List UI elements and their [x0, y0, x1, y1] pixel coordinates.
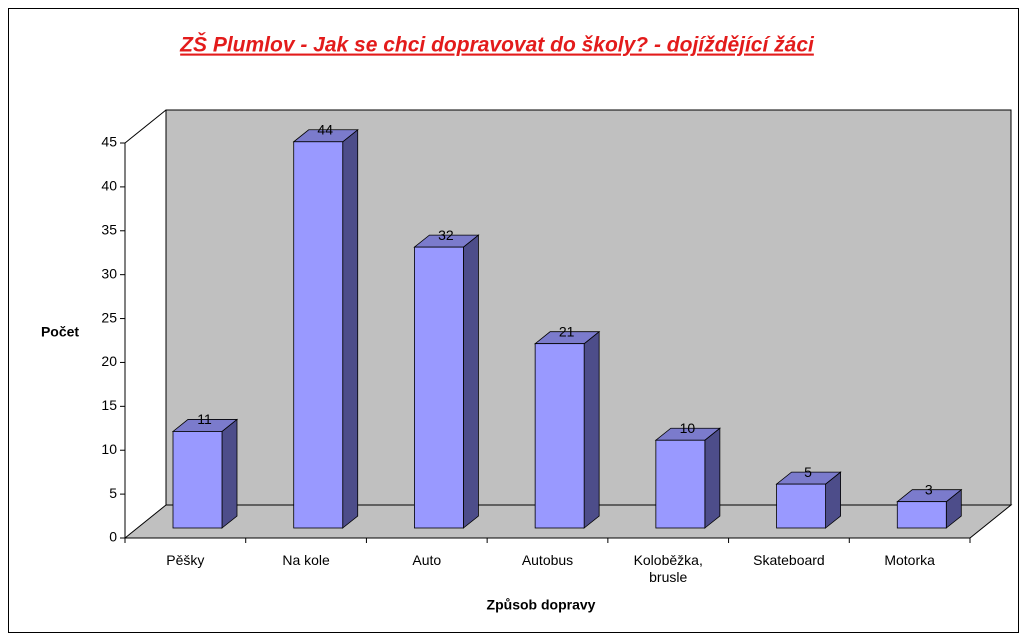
bar-side — [221, 418, 238, 529]
bar-side — [583, 330, 600, 529]
bar-side — [704, 427, 721, 529]
data-label: 32 — [438, 227, 454, 243]
y-tick-label: 40 — [101, 178, 117, 194]
bar — [172, 431, 223, 529]
x-tick-label: Na kole — [282, 552, 330, 568]
side-wall-edge — [124, 109, 167, 144]
y-tick-label: 25 — [101, 309, 117, 325]
data-label: 3 — [925, 481, 933, 497]
x-tick-label: Motorka — [884, 552, 935, 568]
bar-side — [463, 234, 479, 529]
x-tick-label: Koloběžka, brusle — [633, 552, 703, 585]
bar — [776, 483, 826, 529]
data-label: 11 — [197, 411, 212, 427]
y-tick-label: 15 — [101, 397, 117, 413]
y-tick-label: 5 — [109, 485, 117, 501]
x-axis-title: Způsob dopravy — [487, 597, 596, 613]
bar — [655, 439, 706, 529]
data-label: 21 — [559, 323, 575, 339]
data-label: 5 — [804, 464, 812, 480]
y-axis-title: Počet — [41, 324, 79, 340]
bar-side — [342, 128, 359, 529]
x-tick-label: Skateboard — [753, 552, 825, 568]
y-tick-label: 0 — [109, 529, 117, 545]
y-tick-label: 10 — [101, 441, 117, 457]
bar — [896, 501, 947, 529]
y-tick-label: 20 — [101, 353, 117, 369]
y-tick-label: 45 — [101, 134, 117, 150]
y-tick-label: 30 — [101, 265, 117, 281]
x-tick-label: Auto — [412, 552, 442, 568]
data-label: 10 — [680, 420, 696, 436]
x-tick-label: Pěšky — [166, 552, 205, 568]
bar — [534, 343, 585, 529]
bar — [414, 246, 464, 529]
x-tick-label: Autobus — [521, 552, 574, 568]
y-tick-label: 35 — [101, 221, 117, 237]
chart-title: ZŠ Plumlov - Jak se chci dopravovat do š… — [179, 33, 815, 57]
bar — [293, 141, 344, 529]
data-label: 44 — [317, 121, 333, 137]
